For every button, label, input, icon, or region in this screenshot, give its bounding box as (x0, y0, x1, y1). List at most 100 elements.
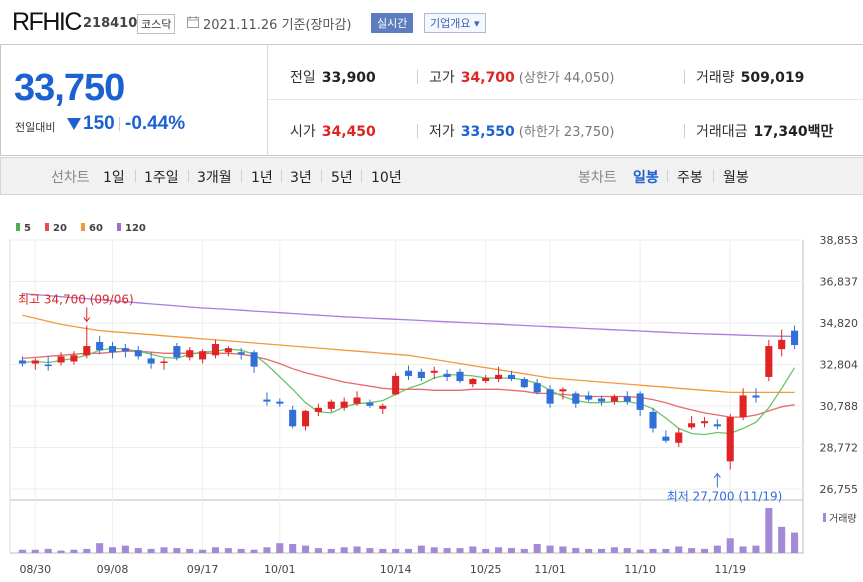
volume-bar (134, 548, 142, 553)
volume-bar (597, 548, 606, 553)
upper-limit: (상한가 44,050) (518, 71, 615, 86)
volume-bar (636, 549, 644, 553)
volume-bar (765, 508, 773, 553)
volume-bar (791, 532, 799, 553)
x-tick-label: 09/08 (97, 563, 129, 576)
volume-bar (302, 545, 310, 553)
volume-bar (237, 548, 245, 553)
candle-body (186, 350, 194, 358)
volume-bar (31, 549, 39, 553)
volume-bar (739, 546, 747, 553)
company-info-dropdown[interactable]: 기업개요 ▾ (424, 13, 486, 33)
candle-daily[interactable]: 일봉 (633, 170, 659, 186)
x-tick-label: 08/30 (19, 563, 51, 576)
change-percent: -0.44% (125, 113, 186, 134)
period-1d[interactable]: 1일 (103, 170, 125, 186)
low-annotation: 최저 27,700 (11/19) (667, 490, 783, 504)
chart-period-nav: 선차트 1일 1주일 3개월 1년 3년 5년 10년 봉차트 일봉 주봉 월봉 (0, 157, 863, 195)
y-tick-label: 36,837 (820, 276, 859, 289)
current-price-panel: 33,750 전일대비 150 -0.44% (1, 45, 268, 155)
volume-bar (700, 548, 709, 553)
legend-label: 60 (89, 223, 103, 234)
divider (188, 170, 189, 182)
volume-bar (662, 548, 670, 553)
candle-body (430, 370, 438, 373)
candle-body (224, 348, 232, 353)
trade-amount: 거래대금 17,340백만 (696, 121, 833, 141)
volume-bar (224, 548, 232, 553)
volume-bar (186, 548, 194, 553)
candle-body (469, 378, 477, 385)
legend-label: 5 (24, 223, 31, 234)
candle-body (366, 402, 374, 406)
legend-label: 120 (125, 223, 146, 234)
volume-bar (276, 543, 284, 553)
stock-header: RFHIC 218410 코스닥 2021.11.26 기준(장마감) 실시간 … (0, 0, 863, 44)
candle-body (713, 424, 721, 427)
candle-body (443, 373, 451, 377)
volume-bar (404, 548, 413, 553)
base-date: 2021.11.26 기준(장마감) (203, 18, 352, 33)
volume-bar (778, 526, 786, 553)
divider (281, 170, 282, 182)
y-tick-label: 34,820 (820, 317, 859, 330)
volume-bar (417, 545, 425, 553)
candle-body (121, 348, 129, 352)
volume-bar (340, 547, 348, 553)
candle-weekly[interactable]: 주봉 (677, 170, 703, 186)
candle-body (520, 378, 528, 388)
candle-body (752, 395, 760, 398)
candle-body (108, 346, 117, 353)
candle-body (765, 346, 773, 377)
period-1y[interactable]: 1년 (251, 170, 273, 186)
candle-body (778, 339, 786, 350)
volume-bar (675, 546, 683, 553)
volume-bar (713, 545, 721, 553)
candle-body (340, 401, 348, 408)
candle-monthly[interactable]: 월봉 (723, 170, 749, 186)
volume-bar (392, 548, 400, 553)
candlestick-chart: 38,853 36,837 34,820 32,804 30,788 28,772 26,7… (9, 223, 859, 576)
period-1w[interactable]: 1주일 (144, 170, 179, 186)
period-10y[interactable]: 10년 (371, 170, 402, 186)
volume-bar (173, 548, 181, 553)
volume-bar (726, 538, 734, 553)
candle-body (289, 409, 297, 427)
volume-bar (289, 544, 297, 553)
candle-body (353, 397, 361, 404)
volume-bar (96, 543, 104, 553)
amount-unit: 백만 (807, 124, 834, 140)
down-triangle-icon (67, 118, 81, 130)
divider (713, 170, 714, 182)
period-3m[interactable]: 3개월 (197, 170, 232, 186)
volume-label: 거래량 (829, 513, 857, 525)
x-tick-label: 09/17 (187, 563, 219, 576)
realtime-button[interactable]: 실시간 (371, 13, 414, 33)
candle-body (791, 330, 799, 346)
volume-bar (366, 548, 374, 553)
volume: 거래량 509,019 (696, 67, 804, 87)
period-3y[interactable]: 3년 (290, 170, 312, 186)
volume-bar (649, 548, 657, 553)
stock-name: RFHIC (12, 8, 82, 36)
change-label: 전일대비 (15, 121, 56, 134)
stock-code: 218410 (83, 16, 138, 31)
candle-body (662, 436, 670, 441)
candle-body (610, 396, 618, 402)
period-5y[interactable]: 5년 (331, 170, 353, 186)
candle-body (314, 407, 322, 412)
volume-bar (108, 547, 117, 553)
candle-body (688, 423, 696, 428)
candle-chart-label[interactable]: 봉차트 (578, 170, 617, 186)
candle-body (70, 355, 78, 362)
volume-bar (147, 548, 155, 553)
calendar-icon (187, 16, 199, 28)
candle-body (276, 401, 284, 404)
volume-bar (314, 548, 322, 553)
volume-bar (585, 548, 593, 553)
candle-body (739, 395, 747, 418)
candle-body (417, 371, 425, 378)
price-summary: 33,750 전일대비 150 -0.44% 전일 33,900 고가 34,700… (0, 44, 863, 156)
line-chart-label[interactable]: 선차트 (51, 170, 90, 186)
candle-body (302, 410, 310, 427)
